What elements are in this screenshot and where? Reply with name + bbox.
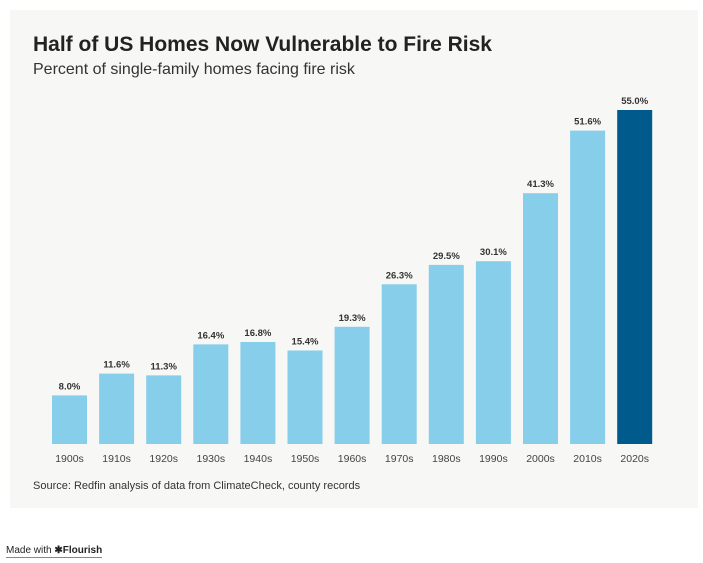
x-tick-label-1990s: 1990s xyxy=(479,453,508,465)
chart-subtitle: Percent of single-family homes facing fi… xyxy=(33,61,355,78)
bar-1970s[interactable] xyxy=(381,284,417,444)
bar-1950s[interactable] xyxy=(287,350,323,445)
bar-1900s[interactable] xyxy=(52,395,87,444)
chart-card: Half of US Homes Now Vulnerable to Fire … xyxy=(10,10,698,508)
data-label-1980s: 29.5% xyxy=(433,251,460,262)
chart-title: Half of US Homes Now Vulnerable to Fire … xyxy=(33,33,492,56)
data-label-1950s: 15.4% xyxy=(292,337,319,348)
bar-1920s[interactable] xyxy=(146,375,182,444)
x-tick-label-2000s: 2000s xyxy=(526,453,555,465)
bar-chart: 8.0% 1900s 11.6% 1910s 11.3% 1920s 16.4% 1930s 1… xyxy=(52,96,653,465)
data-label-1900s: 8.0% xyxy=(59,381,81,392)
bar-2020s[interactable] xyxy=(617,110,653,444)
x-tick-label-2020s: 2020s xyxy=(620,453,649,465)
data-label-2000s: 41.3% xyxy=(527,179,554,190)
data-label-1970s: 26.3% xyxy=(386,270,413,281)
x-tick-label-1970s: 1970s xyxy=(385,453,414,465)
made-with-label: Made with xyxy=(6,545,52,556)
data-label-2020s: 55.0% xyxy=(621,96,648,107)
data-label-1960s: 19.3% xyxy=(339,313,366,324)
x-tick-label-1980s: 1980s xyxy=(432,453,461,465)
x-tick-label-1940s: 1940s xyxy=(244,453,273,465)
bar-1940s[interactable] xyxy=(240,342,276,444)
x-tick-label-1930s: 1930s xyxy=(196,453,225,465)
bar-2000s[interactable] xyxy=(523,193,558,444)
data-label-2010s: 51.6% xyxy=(574,117,601,128)
data-label-1990s: 30.1% xyxy=(480,247,507,258)
x-tick-label-1960s: 1960s xyxy=(338,453,367,465)
x-tick-label-1910s: 1910s xyxy=(102,453,131,465)
source-note: Source: Redfin analysis of data from Cli… xyxy=(33,480,361,492)
bar-1930s[interactable] xyxy=(193,344,229,444)
data-label-1930s: 16.4% xyxy=(197,330,224,341)
bar-1960s[interactable] xyxy=(334,326,370,444)
x-tick-label-2010s: 2010s xyxy=(573,453,602,465)
bar-1990s[interactable] xyxy=(475,261,511,444)
bar-1980s[interactable] xyxy=(428,264,464,444)
made-with-flourish-link[interactable]: Made with ✱Flourish xyxy=(6,545,103,558)
bar-2010s[interactable] xyxy=(570,130,606,444)
bar-1910s[interactable] xyxy=(99,373,135,444)
flourish-brand: Flourish xyxy=(62,545,103,556)
flourish-logo-icon: ✱ xyxy=(54,545,63,556)
x-tick-label-1950s: 1950s xyxy=(291,453,320,465)
x-tick-label-1920s: 1920s xyxy=(149,453,178,465)
data-label-1940s: 16.8% xyxy=(244,328,271,339)
x-tick-label-1900s: 1900s xyxy=(55,453,84,465)
data-label-1920s: 11.3% xyxy=(150,361,177,372)
data-label-1910s: 11.6% xyxy=(103,360,130,371)
